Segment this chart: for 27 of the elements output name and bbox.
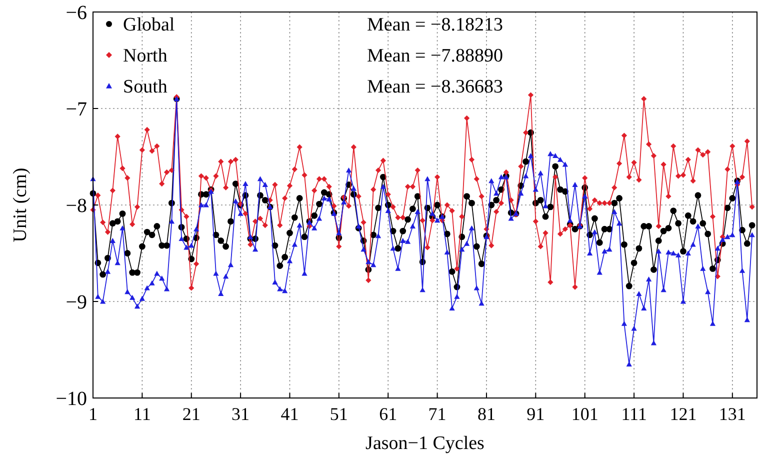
x-tick-label: 21: [182, 404, 200, 424]
x-tick-label: 51: [330, 404, 348, 424]
x-tick-label: 31: [232, 404, 250, 424]
y-tick-label: −8: [66, 195, 87, 217]
x-tick-label: 111: [621, 404, 647, 424]
y-tick-label: −7: [66, 98, 87, 120]
legend-label: North: [123, 46, 168, 67]
x-tick-label: 61: [379, 404, 398, 424]
x-tick-label: 121: [670, 404, 697, 424]
annotation: Mean = −8.18213: [367, 14, 503, 36]
y-tick-label: −10: [56, 388, 87, 410]
x-tick-label: 131: [718, 404, 746, 424]
x-tick-label: 91: [526, 404, 545, 424]
x-tick-label: 81: [477, 404, 496, 424]
y-tick-label: −9: [66, 292, 87, 314]
x-axis-title: Jason−1 Cycles: [366, 433, 484, 454]
y-tick-label: −6: [66, 2, 87, 24]
x-tick-label: 71: [428, 404, 446, 424]
x-tick-label: 101: [571, 404, 598, 424]
legend-label: South: [123, 76, 168, 98]
x-tick-label: 41: [280, 404, 299, 424]
y-axis-title: Unit (cm): [10, 168, 31, 242]
legend-label: Global: [123, 14, 175, 36]
annotation: Mean = −7.88890: [367, 46, 503, 67]
annotation: Mean = −8.36683: [367, 76, 503, 98]
x-tick-label: 11: [134, 404, 151, 424]
x-tick-label: 1: [88, 404, 98, 424]
